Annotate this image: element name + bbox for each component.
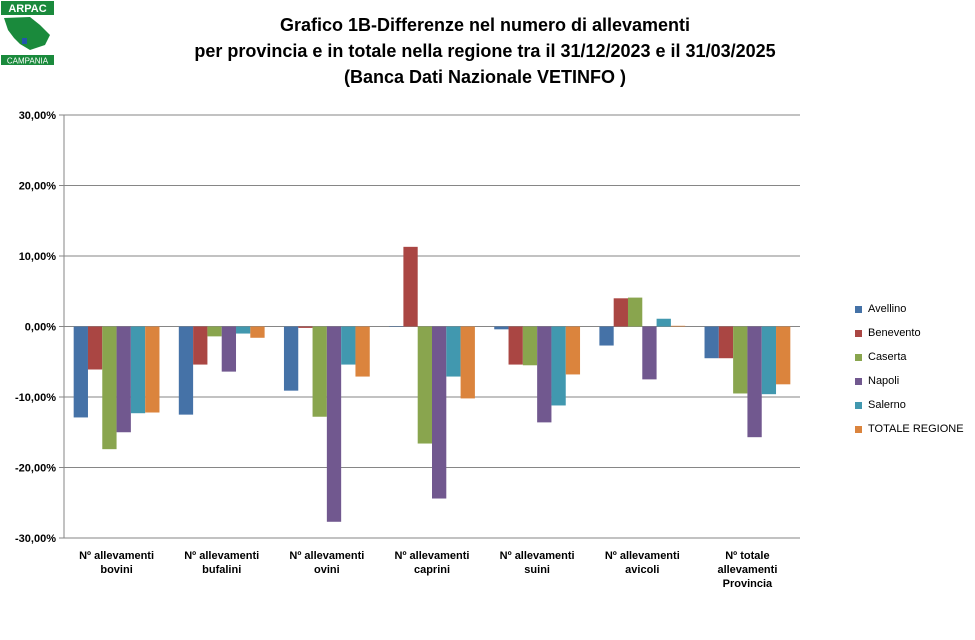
bar-salerno [236,326,251,334]
bar-caserta [627,297,643,327]
legend: Avellino Benevento Caserta Napoli Salerno TOT… [855,297,964,441]
bar-totale-regione [355,326,370,377]
x-tick-label-line: Nº allevamenti [394,550,470,562]
bar-totale-regione [460,326,475,399]
x-tick-label-line: Nº allevamenti [184,550,260,562]
x-tick-label: Nº allevamenti avicoli [592,549,692,577]
bar-benevento [298,326,313,328]
y-tick-label: -30,00% [15,533,56,545]
legend-swatch [855,425,862,433]
legend-swatch [855,401,862,409]
legend-item: Benevento [855,321,964,345]
bar-napoli [432,326,447,499]
legend-label: Salerno [868,399,906,411]
bar-caserta [733,326,748,394]
y-tick-label: 10,00% [19,251,57,263]
legend-item: Napoli [855,369,964,393]
legend-item: TOTALE REGIONE [855,417,964,441]
chart-title: Grafico 1B-Differenze nel numero di alle… [150,12,820,90]
bar-avellino [73,326,88,418]
legend-item: Avellino [855,297,964,321]
title-line-3: (Banca Dati Nazionale VETINFO ) [343,67,627,87]
bar-caserta [102,326,117,450]
bar-salerno [656,318,671,327]
bar-totale-regione [250,326,265,338]
bar-benevento [193,326,208,365]
bar-caserta [312,326,327,417]
bar-caserta [417,326,432,444]
x-tick-label: Nº allevamenti ovini [277,549,377,577]
bar-totale-regione [145,326,160,413]
arpac-logo: ARPAC CAMPANIA [0,0,55,66]
bar-benevento [403,246,418,327]
x-tick-label-line: suini [524,564,550,576]
x-tick-label-line: avicoli [625,564,660,576]
bar-benevento [613,298,628,327]
x-tick-label-line: caprini [413,564,451,576]
bar-avellino [178,326,194,415]
legend-swatch [855,377,862,385]
bar-totale-regione [670,325,686,327]
x-tick-label-line: bufalini [202,564,242,576]
bar-napoli [642,326,657,380]
legend-swatch [855,329,862,337]
x-tick-label: Nº allevamenti suini [487,549,587,577]
bar-avellino [704,326,719,359]
bar-salerno [130,326,146,414]
bar-benevento [87,326,103,370]
bar-salerno [761,326,777,395]
x-tick-label-line: Nº allevamenti [499,550,575,562]
bar-avellino [283,326,299,391]
bar-salerno [341,326,356,365]
x-tick-label: Nº allevamenti bufalini [172,549,272,577]
bar-caserta [207,326,222,337]
bar-totale-regione [565,326,581,375]
y-tick-label: -10,00% [15,392,56,404]
x-tick-label-line: bovini [100,564,133,576]
bar-benevento [718,326,734,359]
bar-napoli [747,326,762,438]
x-tick-label-line: Nº allevamenti [289,550,365,562]
bar-napoli [116,326,131,433]
legend-label: Benevento [868,327,921,339]
y-tick-label: 20,00% [19,181,57,193]
bar-avellino [494,326,509,330]
svg-text:CAMPANIA: CAMPANIA [7,57,49,66]
bar-salerno [446,326,461,377]
x-tick-label-line: Nº allevamenti [79,550,155,562]
title-line-2: per provincia e in totale nella regione … [194,41,776,61]
bar-avellino [389,326,404,327]
y-tick-label: 30,00% [19,110,57,122]
bar-caserta [522,326,538,366]
x-tick-label-line: ovini [314,564,340,576]
x-tick-label: Nº allevamenti bovini [67,549,167,577]
bar-napoli [537,326,552,423]
legend-swatch [855,353,862,361]
title-line-1: Grafico 1B-Differenze nel numero di alle… [279,15,691,35]
bar-totale-regione [776,326,791,385]
legend-item: Salerno [855,393,964,417]
legend-swatch [855,305,862,313]
legend-label: TOTALE REGIONE [868,423,964,435]
legend-label: Caserta [868,351,907,363]
legend-label: Napoli [868,375,900,387]
x-tick-label-line: Nº totale [725,550,770,562]
x-tick-label: Nº allevamenti caprini [382,549,482,577]
bar-avellino [599,326,614,346]
legend-label: Avellino [868,303,907,315]
y-tick-label: 0,00% [25,322,56,334]
svg-text:ARPAC: ARPAC [8,3,46,15]
y-tick-label: -20,00% [15,463,56,475]
x-tick-label-line: Nº allevamenti [604,550,680,562]
bar-salerno [551,326,566,406]
bar-napoli [326,326,342,522]
x-tick-label-line: Provincia [722,578,773,590]
bar-benevento [508,326,523,365]
x-tick-label-line: allevamenti [717,564,778,576]
legend-item: Caserta [855,345,964,369]
x-tick-label: Nº totale allevamenti Provincia [697,549,797,591]
bar-napoli [221,326,237,372]
